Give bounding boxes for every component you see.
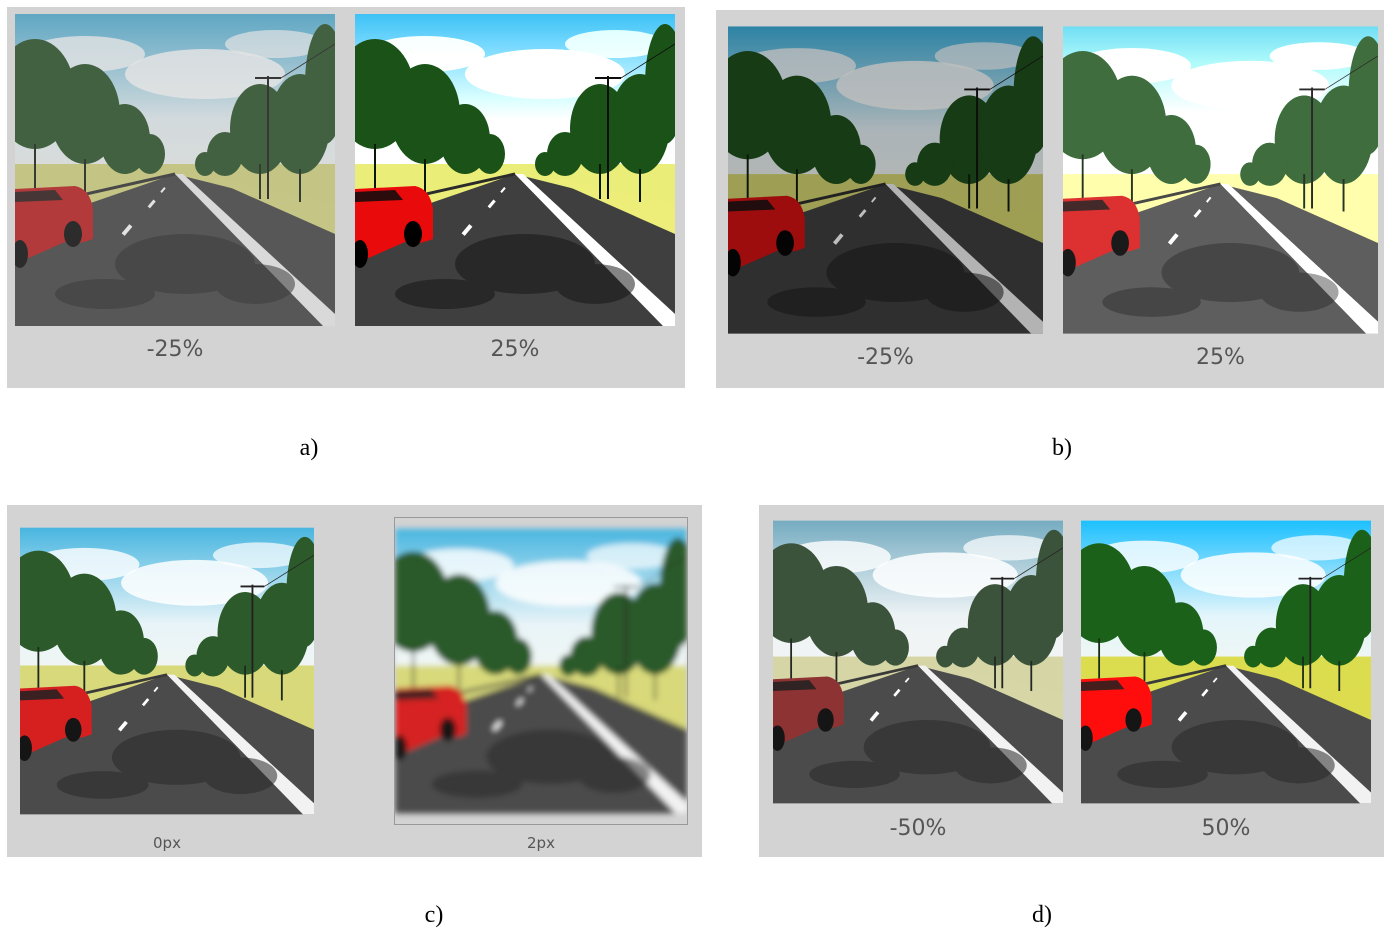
panel-letter: b) — [1052, 435, 1072, 461]
caption: -25% — [146, 337, 204, 362]
caption: 25% — [1196, 345, 1245, 370]
panel-letter: c) — [424, 902, 444, 928]
road-image-contrast-low — [15, 14, 335, 326]
panel-d: -50% 50% — [759, 505, 1384, 857]
road-image-saturation-low — [773, 517, 1063, 807]
panel-letter: d) — [1032, 902, 1052, 928]
caption: 0px — [153, 834, 181, 852]
road-scene — [20, 517, 314, 825]
panel-c: 0px 2px — [7, 505, 702, 857]
road-image-brightness-low — [728, 26, 1043, 334]
road-scene — [728, 26, 1043, 334]
road-image-blur — [394, 517, 688, 825]
panel-a: -25% 25% — [7, 7, 685, 388]
caption: 2px — [527, 834, 555, 852]
road-image-brightness-high — [1063, 26, 1378, 334]
road-scene — [1081, 517, 1371, 807]
road-scene — [15, 14, 335, 326]
panel-letter: a) — [299, 435, 319, 461]
road-scene — [1063, 26, 1378, 334]
panel-b: -25% 25% — [716, 10, 1384, 388]
road-scene — [395, 518, 687, 824]
road-image-contrast-high — [355, 14, 675, 326]
caption: 25% — [490, 337, 540, 362]
road-scene — [355, 14, 675, 326]
road-scene — [773, 517, 1063, 807]
road-image-saturation-high — [1081, 517, 1371, 807]
caption: -25% — [857, 345, 914, 370]
caption: 50% — [1201, 816, 1251, 841]
road-image-normal — [20, 517, 314, 825]
caption: -50% — [889, 816, 947, 841]
